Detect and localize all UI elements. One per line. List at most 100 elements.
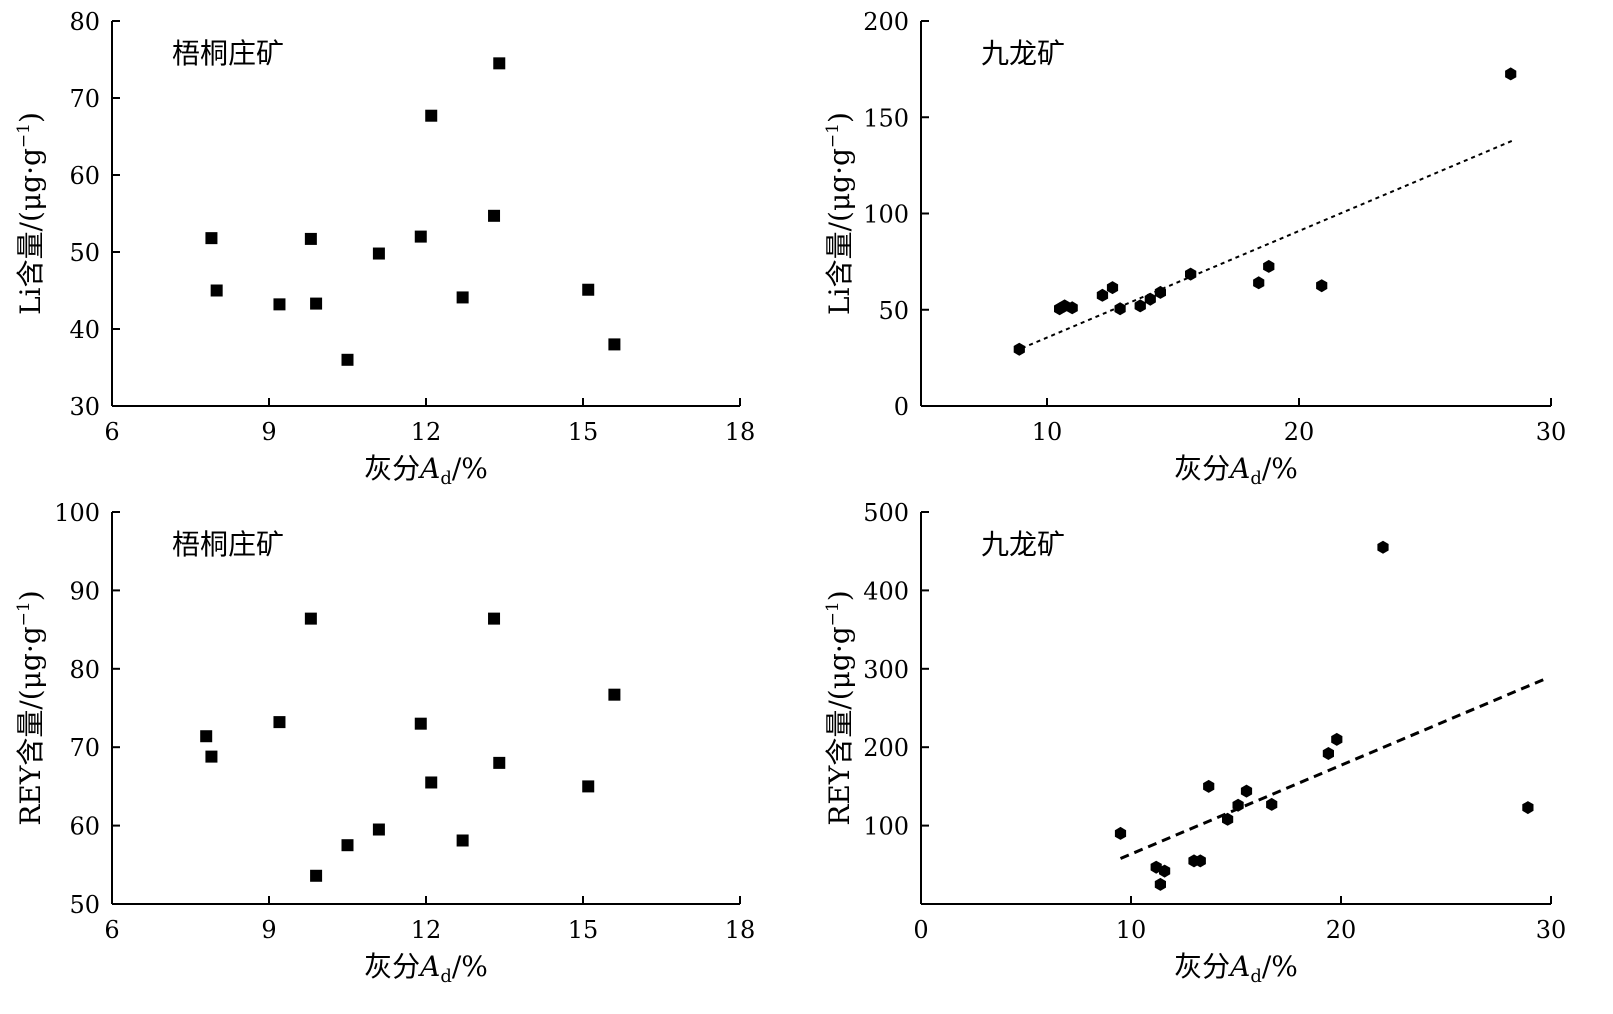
x-tick-label: 10 [1032, 418, 1063, 446]
panel-2: 10 20 30 0 50 100 150 200 灰分Ad/% Li含量/(μg·g−1) 九龙矿 [823, 8, 1566, 489]
data-point [1194, 854, 1206, 868]
y-tick-label: 50 [878, 297, 909, 325]
panel-title: 梧桐庄矿 [172, 37, 284, 70]
x-tick-label: 12 [411, 916, 442, 944]
data-point [414, 717, 427, 730]
x-tick-label: 9 [261, 916, 276, 944]
data-point [1013, 342, 1025, 356]
data-point [310, 297, 323, 310]
data-point [414, 230, 427, 243]
data-point [1240, 784, 1253, 798]
data-point [205, 232, 218, 245]
trend-line [1021, 139, 1514, 350]
data-point [200, 730, 213, 743]
y-tick-label: 40 [69, 316, 100, 344]
x-tick-label: 6 [104, 916, 119, 944]
y-tick-label: 50 [69, 891, 100, 919]
data-point [488, 612, 501, 625]
panel-1: 6 9 12 15 18 30 40 50 60 70 80 灰分Ad/% Li含量/(μg·g−1) 梧… [14, 8, 755, 489]
y-tick-label: 100 [863, 813, 909, 841]
x-tick-label: 15 [568, 418, 599, 446]
data-point [582, 283, 595, 296]
x-tick-label: 15 [568, 916, 599, 944]
data-point [1331, 732, 1343, 746]
data-point [1066, 301, 1078, 315]
panel-title: 梧桐庄矿 [172, 528, 284, 561]
data-point [1266, 797, 1278, 811]
x-tick-label: 9 [261, 418, 276, 446]
data-point [1316, 279, 1328, 293]
panel-title: 九龙矿 [981, 528, 1065, 561]
y-tick-label: 150 [863, 104, 909, 132]
x-tick-label: 0 [913, 916, 928, 944]
data-point [1203, 779, 1215, 793]
data-point [425, 776, 438, 789]
data-point [425, 109, 438, 122]
panel-3: 6 9 12 15 18 50 60 70 80 90 100 灰分Ad/% REY含量/(μg·g−1… [14, 499, 755, 987]
data-point [205, 750, 218, 763]
data-point [1232, 798, 1244, 812]
y-tick-label: 80 [69, 656, 100, 684]
data-point [1096, 288, 1109, 302]
y-tick-label: 100 [863, 201, 909, 229]
data-point [273, 716, 286, 729]
x-axis-label: 灰分Ad/% [364, 452, 488, 489]
data-point [1505, 67, 1517, 81]
y-tick-label: 70 [69, 85, 100, 113]
data-point [1253, 276, 1265, 290]
data-point [304, 232, 317, 245]
data-point [1154, 285, 1166, 299]
data-point [456, 291, 469, 304]
x-tick-label: 20 [1284, 418, 1315, 446]
y-tick-label: 500 [863, 499, 909, 527]
y-axis-label: REY含量/(μg·g−1) [823, 590, 856, 825]
y-tick-label: 30 [69, 393, 100, 421]
x-tick-label: 30 [1536, 916, 1567, 944]
y-tick-label: 300 [863, 656, 909, 684]
data-point [493, 57, 506, 70]
data-point [608, 688, 621, 701]
data-point [1185, 267, 1197, 281]
data-point [1377, 540, 1389, 554]
x-tick-label: 18 [725, 418, 756, 446]
data-point [493, 756, 506, 769]
data-point [1114, 826, 1127, 840]
data-point [608, 338, 621, 351]
x-axis-label: 灰分Ad/% [1174, 452, 1298, 489]
panel-4: 0 10 20 30 100 200 300 400 500 灰分Ad/% REY含量/(μg·g−… [823, 499, 1566, 987]
x-tick-label: 12 [411, 418, 442, 446]
data-point [456, 834, 469, 847]
data-point [1263, 259, 1275, 273]
x-tick-label: 18 [725, 916, 756, 944]
y-tick-label: 80 [69, 8, 100, 36]
x-axis-label: 灰分Ad/% [364, 950, 488, 987]
data-point [1134, 299, 1146, 313]
data-point [372, 823, 385, 836]
y-axis-label: REY含量/(μg·g−1) [14, 590, 47, 825]
y-tick-label: 70 [69, 734, 100, 762]
data-point [1114, 302, 1126, 316]
x-axis-label: 灰分Ad/% [1174, 950, 1298, 987]
y-tick-label: 0 [894, 393, 909, 421]
data-point [372, 247, 385, 260]
y-tick-label: 200 [863, 734, 909, 762]
y-tick-label: 90 [69, 577, 100, 605]
data-point [1159, 864, 1171, 878]
x-tick-label: 10 [1116, 916, 1147, 944]
data-point [1144, 292, 1156, 306]
data-point [210, 284, 223, 297]
trend-line [1119, 676, 1548, 860]
data-point [1322, 747, 1334, 760]
x-tick-label: 30 [1536, 418, 1567, 446]
data-point [341, 839, 354, 852]
x-tick-label: 6 [104, 418, 119, 446]
y-axis-label: Li含量/(μg·g−1) [14, 112, 47, 315]
data-point [1106, 281, 1119, 295]
y-tick-label: 400 [863, 577, 909, 605]
data-point [488, 209, 501, 222]
data-point [582, 780, 595, 793]
data-point [273, 298, 286, 311]
y-axis-label: Li含量/(μg·g−1) [823, 112, 856, 315]
data-point [341, 353, 354, 366]
data-point [1154, 877, 1166, 891]
